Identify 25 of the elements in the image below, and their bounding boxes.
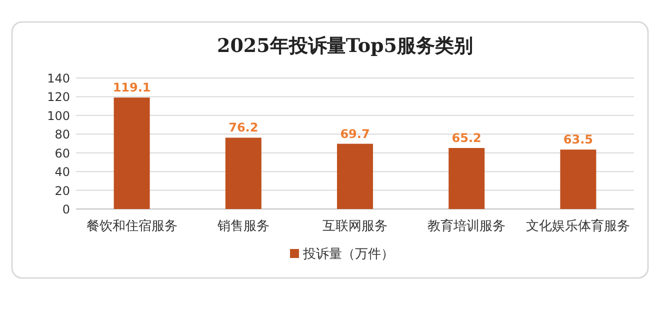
bar bbox=[337, 144, 373, 209]
data-label: 76.2 bbox=[228, 120, 258, 135]
y-tick-label: 0 bbox=[62, 202, 70, 216]
y-tick-label: 120 bbox=[47, 90, 70, 104]
legend-label: 投诉量（万件） bbox=[302, 247, 394, 262]
y-tick-label: 140 bbox=[47, 72, 70, 86]
bar bbox=[225, 138, 262, 209]
y-tick-label: 40 bbox=[54, 165, 70, 180]
data-label: 63.5 bbox=[563, 132, 594, 147]
x-tick-label: 销售服务 bbox=[216, 219, 270, 234]
chart-title: 2025年投诉量Top5服务类别 bbox=[216, 35, 474, 57]
data-label: 119.1 bbox=[112, 80, 151, 95]
data-label: 69.7 bbox=[340, 126, 370, 141]
data-label: 65.2 bbox=[452, 130, 482, 145]
x-tick-label: 文化娱乐体育服务 bbox=[526, 218, 630, 234]
bar bbox=[560, 150, 596, 209]
bar bbox=[114, 98, 150, 209]
x-tick-label: 互联网服务 bbox=[322, 219, 388, 234]
bar bbox=[448, 148, 485, 209]
x-tick-label: 餐饮和住宿服务 bbox=[86, 218, 178, 234]
y-tick-label: 60 bbox=[54, 146, 70, 160]
x-tick-label: 教育培训服务 bbox=[428, 218, 506, 234]
y-tick-label: 80 bbox=[54, 128, 70, 142]
y-tick-label: 100 bbox=[47, 108, 70, 123]
y-tick-label: 20 bbox=[54, 184, 70, 198]
